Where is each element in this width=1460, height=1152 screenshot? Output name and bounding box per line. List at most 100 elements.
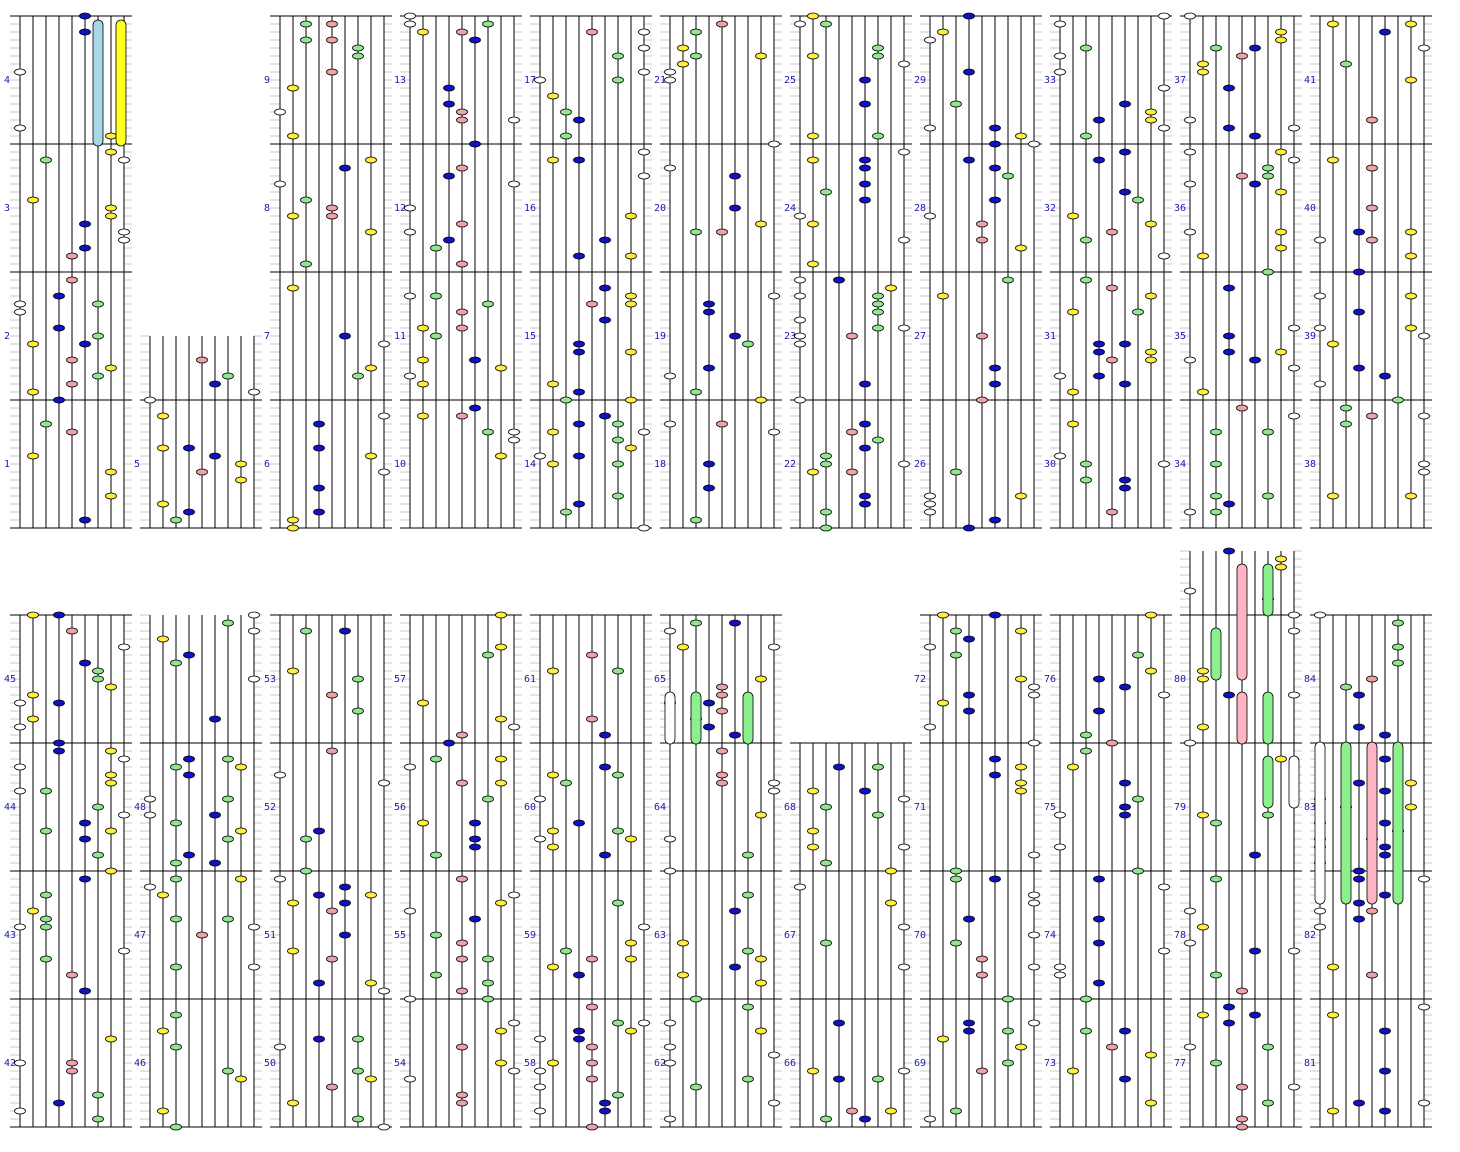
note — [898, 148, 910, 156]
note — [612, 76, 624, 84]
note — [404, 292, 416, 300]
note — [105, 867, 117, 875]
note — [677, 939, 689, 947]
note — [1197, 60, 1209, 68]
note — [430, 755, 442, 763]
note — [1366, 907, 1378, 915]
note — [586, 651, 598, 659]
note — [1314, 907, 1326, 915]
note — [1106, 356, 1118, 364]
note — [1119, 188, 1131, 196]
note — [105, 148, 117, 156]
measure-number: 58 — [524, 1058, 536, 1069]
hold-note — [1340, 741, 1352, 905]
note — [742, 1003, 754, 1011]
note — [469, 356, 481, 364]
note — [235, 827, 247, 835]
note — [508, 436, 520, 444]
measure-number: 19 — [654, 331, 666, 342]
note — [456, 324, 468, 332]
note — [1418, 412, 1430, 420]
note — [599, 412, 611, 420]
note — [118, 228, 130, 236]
note — [547, 380, 559, 388]
note — [1184, 1043, 1196, 1051]
note — [1249, 356, 1261, 364]
note — [1353, 723, 1365, 731]
note — [469, 819, 481, 827]
note — [924, 500, 936, 508]
note — [872, 292, 884, 300]
note — [677, 60, 689, 68]
note — [677, 44, 689, 52]
measure-number: 68 — [784, 802, 796, 813]
note — [1275, 563, 1287, 571]
note — [1015, 763, 1027, 771]
note — [456, 939, 468, 947]
note — [573, 500, 585, 508]
note — [495, 779, 507, 787]
note — [625, 348, 637, 356]
note — [1366, 204, 1378, 212]
note — [755, 675, 767, 683]
note — [703, 364, 715, 372]
note — [1418, 468, 1430, 476]
note — [768, 1099, 780, 1107]
note — [547, 771, 559, 779]
note — [1197, 667, 1209, 675]
hold-note — [1366, 741, 1378, 905]
hold-note — [1210, 627, 1222, 681]
note — [40, 420, 52, 428]
note — [1028, 963, 1040, 971]
note — [1119, 811, 1131, 819]
note — [612, 771, 624, 779]
note — [27, 611, 39, 619]
note — [105, 1035, 117, 1043]
note — [599, 236, 611, 244]
note — [690, 388, 702, 396]
note — [690, 1083, 702, 1091]
note — [1145, 667, 1157, 675]
note — [794, 340, 806, 348]
note — [456, 220, 468, 228]
note — [755, 396, 767, 404]
note — [963, 707, 975, 715]
note — [1158, 460, 1170, 468]
note — [976, 955, 988, 963]
measure-number: 20 — [654, 203, 666, 214]
note — [430, 332, 442, 340]
note — [1080, 460, 1092, 468]
note — [27, 691, 39, 699]
note — [1106, 1043, 1118, 1051]
note — [326, 20, 338, 28]
note — [1080, 476, 1092, 484]
note — [872, 763, 884, 771]
note — [1353, 915, 1365, 923]
note — [508, 116, 520, 124]
note — [1158, 252, 1170, 260]
note — [612, 667, 624, 675]
note — [1236, 172, 1248, 180]
note — [1197, 723, 1209, 731]
measure-number: 10 — [394, 459, 406, 470]
note — [430, 931, 442, 939]
note — [586, 955, 598, 963]
note — [1145, 348, 1157, 356]
measure-number: 11 — [394, 331, 406, 342]
note — [326, 212, 338, 220]
note — [144, 795, 156, 803]
note — [1054, 971, 1066, 979]
note — [794, 276, 806, 284]
note — [300, 260, 312, 268]
note — [287, 899, 299, 907]
note — [508, 891, 520, 899]
note — [222, 619, 234, 627]
note — [417, 699, 429, 707]
note — [1223, 348, 1235, 356]
measure-number: 5 — [134, 459, 140, 470]
note — [456, 108, 468, 116]
note — [755, 220, 767, 228]
measure-number: 66 — [784, 1058, 796, 1069]
note — [469, 140, 481, 148]
note — [820, 524, 832, 532]
